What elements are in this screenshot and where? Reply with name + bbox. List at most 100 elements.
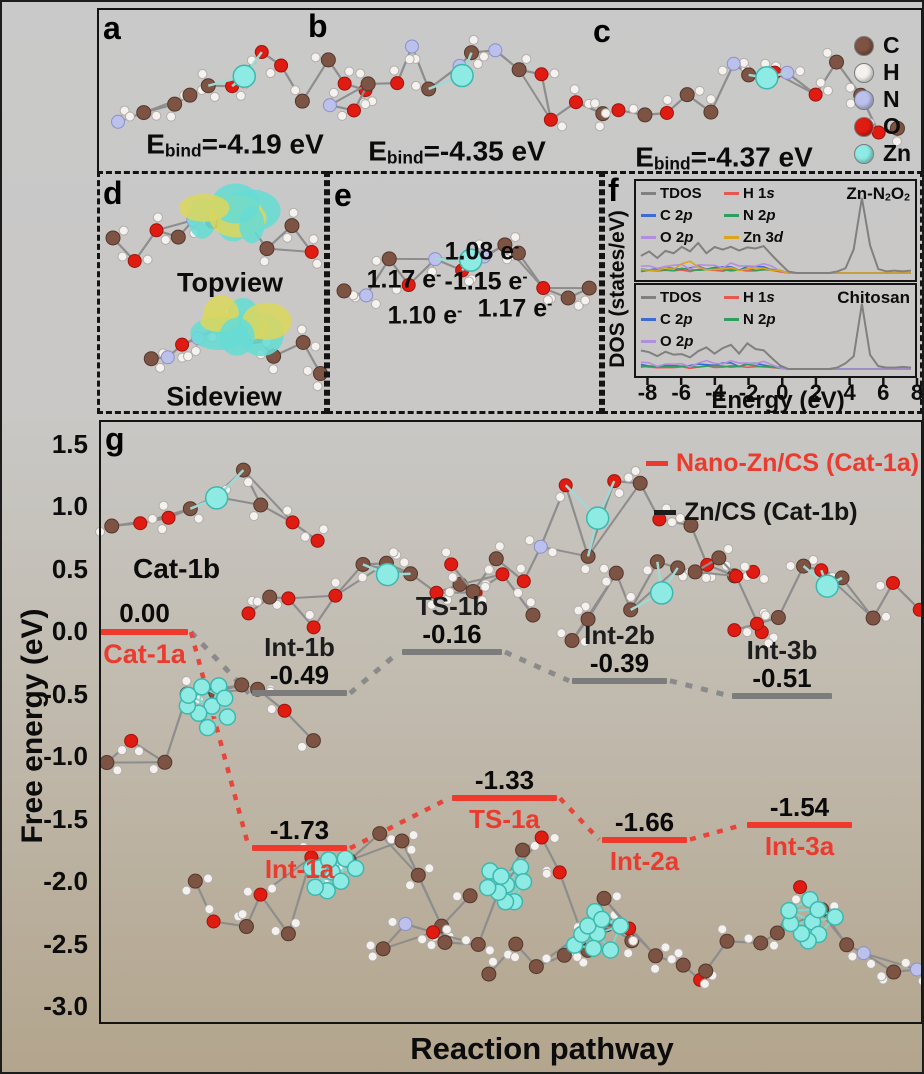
atom: [650, 963, 661, 974]
charge-transfer-value: 1.17 e-: [367, 266, 442, 295]
dos-x-axis-label: Energy (eV): [711, 387, 845, 414]
atom: [336, 283, 352, 299]
energy-value-int-2b: -0.39: [589, 647, 650, 678]
atom: [524, 535, 535, 546]
atom: [608, 565, 624, 581]
atom: [865, 610, 881, 626]
atom: [411, 80, 422, 91]
atom: [474, 239, 485, 250]
dos-x-tick-label: 6: [877, 380, 890, 405]
atom: [487, 956, 498, 967]
atom: [294, 93, 310, 109]
atom: [268, 364, 279, 375]
atom: [322, 98, 337, 113]
atom: [611, 917, 630, 935]
ebind-value-a: Ebind=-4.19 eV: [146, 129, 324, 162]
atom: [290, 918, 301, 929]
connector-line: [558, 796, 601, 842]
atom: [632, 475, 648, 491]
atom: [829, 54, 845, 70]
atom: [450, 63, 474, 88]
atom: [557, 121, 568, 132]
atom: [746, 564, 761, 579]
atom: [579, 917, 597, 935]
atom: [127, 253, 142, 268]
atom: [742, 627, 753, 638]
atom: [182, 87, 198, 103]
atom: [477, 595, 488, 606]
atom: [310, 52, 321, 63]
atom: [306, 878, 324, 896]
atom: [699, 978, 710, 989]
atom-color-dot: [854, 143, 874, 164]
atom: [149, 223, 164, 238]
atom: [584, 939, 603, 958]
connector-line: [689, 822, 745, 842]
connector-line: [587, 482, 642, 558]
charge-density-isosurface: [219, 317, 255, 356]
atom: [370, 298, 381, 309]
charge-transfer-value: 1.17 e-: [478, 295, 553, 324]
atom: [580, 611, 596, 627]
dos-plot-chitosan: TDOS H 1s C 2p N 2p O 2p Chitosan: [634, 283, 917, 378]
dos-legend-label: TDOS: [660, 289, 702, 306]
connector-line: [540, 74, 552, 120]
charge-transfer-value: 1.10 e-: [388, 302, 463, 331]
panel-label-g: g: [105, 421, 125, 457]
stage-label-int-3b: Int-3b: [746, 634, 818, 665]
atom-legend-row: O: [854, 115, 911, 138]
atom: [133, 516, 148, 531]
dos-x-tick-label: -2: [738, 380, 759, 405]
atom: [204, 486, 229, 510]
atom: [136, 105, 152, 121]
atom: [666, 954, 677, 965]
dos-legend-label: O 2p: [660, 333, 693, 350]
dos-legend-label: Zn 3d: [743, 229, 783, 246]
dos-legend-label: N 2p: [743, 311, 776, 328]
atom: [760, 610, 771, 621]
atom: [847, 951, 858, 962]
dos-legend-item: C 2p: [641, 311, 693, 328]
atom: [717, 65, 728, 76]
text-fragment: p: [766, 207, 776, 224]
atom: [839, 937, 855, 953]
atom: [337, 76, 352, 91]
atom: [181, 885, 192, 896]
atom: [209, 91, 220, 102]
stage-label-int-3a: Int-3a: [764, 830, 835, 861]
atom: [755, 66, 779, 90]
atom: [182, 351, 193, 362]
connector-line: [629, 561, 659, 611]
atom: [763, 638, 774, 649]
text-fragment: H 1: [743, 289, 767, 306]
atom: [573, 605, 584, 616]
legend-zn-cs: Zn/CS (Cat-1b): [654, 498, 858, 527]
atom: [534, 67, 549, 82]
atom-legend: C H N O Zn: [854, 34, 911, 169]
atom: [660, 942, 671, 953]
atom: [648, 948, 664, 964]
atom: [148, 764, 159, 775]
text-fragment: O 2: [660, 333, 685, 350]
text-fragment: d: [773, 229, 784, 246]
atom: [729, 569, 744, 584]
dos-legend-swatch: [641, 340, 656, 343]
free-energy-y-tick: -0.5: [43, 678, 88, 709]
dos-legend-item: TDOS: [641, 289, 702, 306]
dos-legend-item: C 2p: [641, 207, 693, 224]
atom: [197, 69, 208, 80]
atom: [401, 277, 416, 292]
energy-level-bar-int-1a: [252, 845, 347, 852]
atom: [259, 256, 270, 267]
atom: [238, 919, 254, 935]
atom: [552, 865, 567, 880]
atom-symbol: C: [883, 32, 900, 58]
atom: [158, 500, 169, 511]
atom: [585, 506, 610, 530]
text-fragment: E: [368, 135, 387, 167]
atom: [155, 362, 166, 373]
atom: [601, 576, 612, 587]
atom: [151, 110, 162, 121]
atom: [739, 561, 750, 572]
